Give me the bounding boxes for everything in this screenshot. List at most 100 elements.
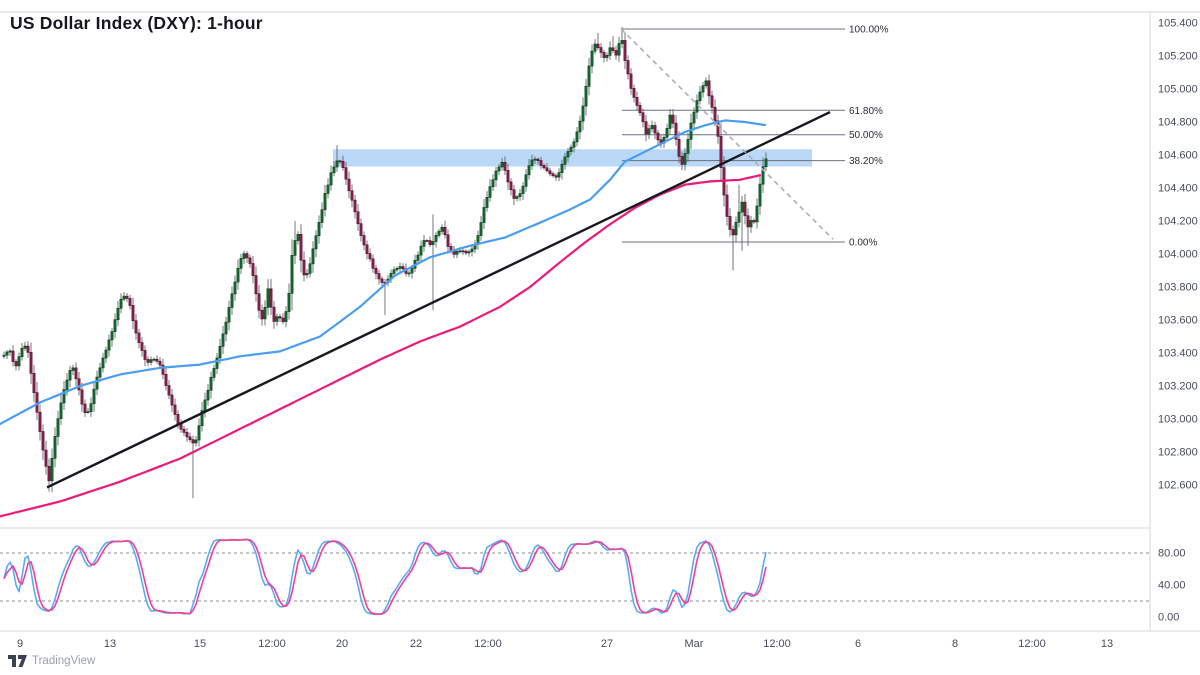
stoch-k-line — [3, 538, 767, 616]
candle-body — [53, 436, 57, 459]
candle-body — [734, 221, 738, 236]
stochastic-pane — [0, 538, 1150, 616]
candle-body — [746, 215, 750, 228]
candle-body — [605, 55, 609, 58]
candle-body — [641, 112, 645, 123]
candle-body — [377, 273, 381, 280]
candle-body — [215, 357, 219, 369]
candle-body — [728, 216, 732, 230]
candle-body — [299, 233, 303, 261]
candle-body — [230, 293, 234, 308]
candle-body — [623, 40, 627, 61]
candle-body — [83, 403, 87, 413]
candle-body — [254, 275, 258, 295]
dashed-projection-line[interactable] — [620, 28, 834, 240]
price-tick-label: 104.600 — [1158, 150, 1198, 162]
candle-body — [296, 233, 300, 241]
price-axis[interactable]: 105.400 105.200 105.000 104.800 104.600 104.4… — [1158, 18, 1198, 624]
candle-body — [74, 367, 78, 380]
time-tick-label: 15 — [194, 638, 206, 650]
candle-body — [233, 281, 237, 295]
candle-body — [512, 189, 516, 199]
candle-body — [458, 250, 462, 253]
time-tick-label: 12:00 — [474, 638, 502, 650]
candle-body — [716, 120, 720, 137]
candle-body — [614, 50, 618, 56]
candle-body — [98, 367, 102, 378]
candle-body — [290, 255, 294, 294]
price-tick-label: 105.400 — [1158, 18, 1198, 30]
candle-body — [401, 266, 405, 270]
candle-body — [674, 122, 678, 140]
stoch-d-line — [3, 538, 767, 615]
candle-body — [203, 399, 207, 412]
candle-body — [32, 372, 36, 393]
candle-body — [494, 170, 498, 181]
candle-body — [275, 316, 279, 322]
candle-body — [755, 205, 759, 223]
candle-body — [563, 156, 567, 165]
candle-body — [347, 178, 351, 192]
candle-body — [161, 364, 165, 375]
tradingview-logo[interactable]: TradingView — [8, 654, 95, 668]
candle-body — [428, 240, 432, 245]
candle-body — [191, 439, 195, 444]
candle-body — [164, 373, 168, 386]
candle-body — [314, 235, 318, 250]
candle-body — [572, 141, 576, 148]
candle-body — [269, 288, 273, 308]
candle-body — [44, 449, 48, 467]
price-tick-label: 103.400 — [1158, 348, 1198, 360]
fib-retracement: 100.00% 61.80% 50.00% 38.20% 0.00% — [622, 24, 889, 248]
price-tick-label: 105.200 — [1158, 51, 1198, 63]
candle-body — [491, 179, 495, 188]
time-tick-label: 12:00 — [763, 638, 791, 650]
candle-body — [137, 332, 141, 343]
candle-body — [62, 389, 66, 404]
candle-body — [752, 220, 756, 223]
price-tick-label: 103.600 — [1158, 315, 1198, 327]
candle-body — [602, 52, 606, 58]
time-tick-label: 27 — [601, 638, 613, 650]
candle-body — [731, 229, 735, 236]
candle-body — [554, 175, 558, 178]
candle-body — [578, 120, 582, 133]
fib-level-label: 61.80% — [849, 106, 883, 117]
fib-level-label: 100.00% — [849, 24, 889, 35]
candle-body — [317, 222, 321, 237]
time-axis[interactable]: 9 13 15 12:00 20 22 12:00 27 Mar 12:00 6 8 12:00 13 — [17, 638, 1113, 650]
candle-body — [329, 172, 333, 186]
price-tick-label: 102.600 — [1158, 480, 1198, 492]
candle-body — [68, 370, 72, 381]
rising-trendline[interactable] — [46, 111, 831, 489]
candle-body — [680, 156, 684, 165]
candle-body — [737, 211, 741, 223]
candle-body — [464, 250, 468, 254]
candle-body — [200, 410, 204, 427]
candle-body — [155, 358, 159, 362]
candle-body — [653, 125, 657, 134]
candle-body — [278, 316, 282, 319]
candle-body — [113, 319, 117, 332]
candle-body — [647, 128, 651, 135]
candle-body — [638, 105, 642, 114]
candle-body — [644, 121, 648, 135]
time-tick-label: 20 — [336, 638, 348, 650]
candle-body — [374, 267, 378, 274]
price-tick-label: 103.200 — [1158, 381, 1198, 393]
price-tick-label: 104.400 — [1158, 183, 1198, 195]
candle-body — [323, 193, 327, 211]
candle-body — [488, 186, 492, 198]
tradingview-logo-text: TradingView — [32, 655, 96, 667]
candle-body — [707, 80, 711, 97]
candle-body — [224, 321, 228, 335]
candle-body — [497, 166, 501, 172]
candle-body — [506, 170, 510, 183]
candle-body — [47, 465, 51, 482]
candle-body — [344, 167, 348, 180]
candle-body — [449, 246, 453, 251]
time-tick-label: 9 — [17, 638, 23, 650]
candle-body — [302, 259, 306, 276]
candle-body — [629, 73, 633, 89]
